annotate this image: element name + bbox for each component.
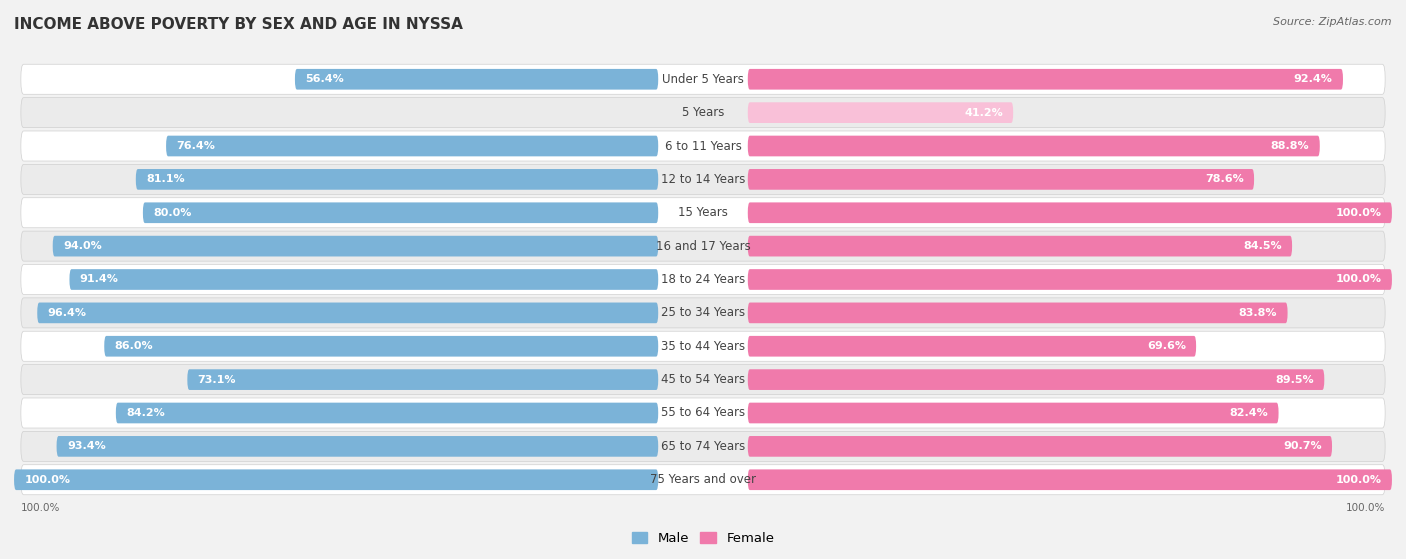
Text: 45 to 54 Years: 45 to 54 Years — [661, 373, 745, 386]
FancyBboxPatch shape — [748, 236, 1292, 257]
Text: 80.0%: 80.0% — [153, 208, 191, 218]
Text: 12 to 14 Years: 12 to 14 Years — [661, 173, 745, 186]
Legend: Male, Female: Male, Female — [626, 527, 780, 550]
Text: 25 to 34 Years: 25 to 34 Years — [661, 306, 745, 319]
FancyBboxPatch shape — [21, 98, 1385, 127]
Text: INCOME ABOVE POVERTY BY SEX AND AGE IN NYSSA: INCOME ABOVE POVERTY BY SEX AND AGE IN N… — [14, 17, 463, 32]
FancyBboxPatch shape — [56, 436, 658, 457]
Text: 100.0%: 100.0% — [1336, 208, 1382, 218]
FancyBboxPatch shape — [748, 69, 1343, 89]
Text: 93.4%: 93.4% — [67, 442, 105, 451]
FancyBboxPatch shape — [748, 102, 1014, 123]
Text: 88.8%: 88.8% — [1271, 141, 1309, 151]
Text: 5 Years: 5 Years — [682, 106, 724, 119]
Text: 83.8%: 83.8% — [1239, 308, 1277, 318]
FancyBboxPatch shape — [69, 269, 658, 290]
FancyBboxPatch shape — [21, 298, 1385, 328]
Text: 35 to 44 Years: 35 to 44 Years — [661, 340, 745, 353]
FancyBboxPatch shape — [115, 402, 658, 423]
FancyBboxPatch shape — [748, 136, 1320, 157]
Text: 84.2%: 84.2% — [127, 408, 165, 418]
Text: 69.6%: 69.6% — [1147, 341, 1185, 351]
FancyBboxPatch shape — [21, 64, 1385, 94]
Text: 84.5%: 84.5% — [1243, 241, 1282, 251]
Text: 65 to 74 Years: 65 to 74 Years — [661, 440, 745, 453]
FancyBboxPatch shape — [21, 131, 1385, 161]
Text: Source: ZipAtlas.com: Source: ZipAtlas.com — [1274, 17, 1392, 27]
Text: 75 Years and over: 75 Years and over — [650, 473, 756, 486]
FancyBboxPatch shape — [21, 364, 1385, 395]
FancyBboxPatch shape — [187, 369, 658, 390]
Text: 82.4%: 82.4% — [1229, 408, 1268, 418]
Text: 89.5%: 89.5% — [1275, 375, 1315, 385]
FancyBboxPatch shape — [37, 302, 658, 323]
FancyBboxPatch shape — [21, 331, 1385, 361]
Text: 16 and 17 Years: 16 and 17 Years — [655, 240, 751, 253]
FancyBboxPatch shape — [21, 198, 1385, 228]
Text: 91.4%: 91.4% — [80, 274, 118, 285]
Text: 41.2%: 41.2% — [965, 108, 1002, 117]
FancyBboxPatch shape — [748, 369, 1324, 390]
Text: Under 5 Years: Under 5 Years — [662, 73, 744, 86]
Text: 100.0%: 100.0% — [24, 475, 70, 485]
FancyBboxPatch shape — [166, 136, 658, 157]
FancyBboxPatch shape — [143, 202, 658, 223]
Text: 73.1%: 73.1% — [198, 375, 236, 385]
FancyBboxPatch shape — [748, 470, 1392, 490]
Text: 76.4%: 76.4% — [176, 141, 215, 151]
FancyBboxPatch shape — [21, 164, 1385, 195]
FancyBboxPatch shape — [748, 302, 1288, 323]
FancyBboxPatch shape — [21, 465, 1385, 495]
Text: 100.0%: 100.0% — [1346, 503, 1385, 513]
FancyBboxPatch shape — [748, 202, 1392, 223]
Text: 81.1%: 81.1% — [146, 174, 184, 184]
FancyBboxPatch shape — [21, 264, 1385, 295]
Text: 56.4%: 56.4% — [305, 74, 344, 84]
Text: 100.0%: 100.0% — [1336, 274, 1382, 285]
FancyBboxPatch shape — [748, 169, 1254, 190]
FancyBboxPatch shape — [748, 336, 1197, 357]
FancyBboxPatch shape — [748, 269, 1392, 290]
Text: 90.7%: 90.7% — [1284, 442, 1322, 451]
FancyBboxPatch shape — [21, 231, 1385, 261]
Text: 86.0%: 86.0% — [114, 341, 153, 351]
Text: 100.0%: 100.0% — [21, 503, 60, 513]
Text: 94.0%: 94.0% — [63, 241, 101, 251]
FancyBboxPatch shape — [295, 69, 658, 89]
Text: 78.6%: 78.6% — [1205, 174, 1244, 184]
FancyBboxPatch shape — [52, 236, 658, 257]
Text: 92.4%: 92.4% — [1294, 74, 1333, 84]
Text: 96.4%: 96.4% — [48, 308, 87, 318]
Text: 100.0%: 100.0% — [1336, 475, 1382, 485]
FancyBboxPatch shape — [21, 432, 1385, 461]
Text: 6 to 11 Years: 6 to 11 Years — [665, 140, 741, 153]
Text: 18 to 24 Years: 18 to 24 Years — [661, 273, 745, 286]
FancyBboxPatch shape — [136, 169, 658, 190]
Text: 15 Years: 15 Years — [678, 206, 728, 219]
FancyBboxPatch shape — [748, 402, 1278, 423]
FancyBboxPatch shape — [748, 436, 1331, 457]
Text: 55 to 64 Years: 55 to 64 Years — [661, 406, 745, 419]
FancyBboxPatch shape — [21, 398, 1385, 428]
FancyBboxPatch shape — [14, 470, 658, 490]
FancyBboxPatch shape — [104, 336, 658, 357]
